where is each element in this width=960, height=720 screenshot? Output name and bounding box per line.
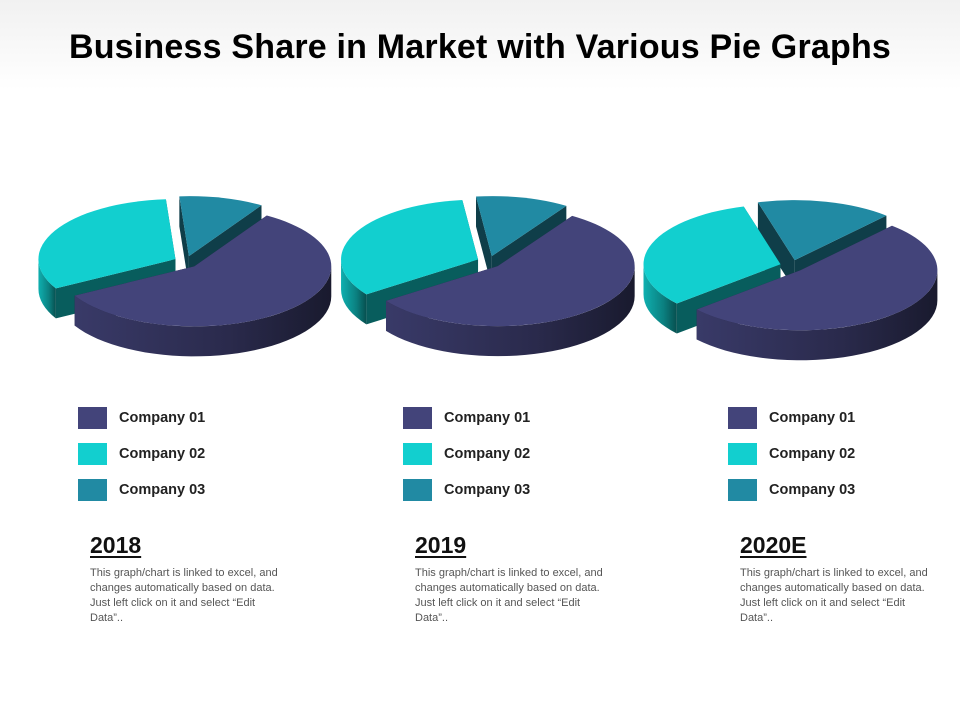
legend-label: Company 01 <box>444 410 531 426</box>
legend-swatch-company-03 <box>728 479 757 501</box>
legend-swatch-company-02 <box>403 443 432 465</box>
legend-swatch-company-02 <box>728 443 757 465</box>
chart-panel-2018: Company 01 Company 02 Company 03 2018 Th… <box>78 400 298 624</box>
legend-item-company-01: Company 01 <box>78 400 298 436</box>
legend-swatch-company-01 <box>403 407 432 429</box>
legend-item-company-01: Company 01 <box>728 400 948 436</box>
legend-label: Company 03 <box>444 482 531 498</box>
legend-item-company-03: Company 03 <box>403 472 623 508</box>
pie-slice-company-01 <box>385 215 635 357</box>
chart-description: This graph/chart is linked to excel, and… <box>90 567 278 624</box>
legend-item-company-02: Company 02 <box>728 436 948 472</box>
legend-label: Company 02 <box>769 446 856 462</box>
legend-label: Company 03 <box>119 482 206 498</box>
legend-item-company-03: Company 03 <box>78 472 298 508</box>
chart-description: This graph/chart is linked to excel, and… <box>415 567 603 624</box>
legend-swatch-company-03 <box>403 479 432 501</box>
legend-label: Company 02 <box>444 446 531 462</box>
chart-panel-2020e: Company 01 Company 02 Company 03 2020E T… <box>728 400 948 624</box>
pie-slice-company-01 <box>74 215 332 357</box>
legend-label: Company 01 <box>119 410 206 426</box>
page-title: Business Share in Market with Various Pi… <box>68 28 892 66</box>
chart-panel-2019: Company 01 Company 02 Company 03 2019 Th… <box>403 400 623 624</box>
chart-description: This graph/chart is linked to excel, and… <box>740 567 928 624</box>
legend-label: Company 03 <box>769 482 856 498</box>
chart-year-title: 2020E <box>740 532 807 558</box>
legend-label: Company 01 <box>769 410 856 426</box>
pie-chart-2019 <box>341 196 635 357</box>
legend-label: Company 02 <box>119 446 206 462</box>
chart-year-title: 2018 <box>90 532 142 558</box>
legend-item-company-02: Company 02 <box>403 436 623 472</box>
legend-swatch-company-01 <box>78 407 107 429</box>
legend-item-company-02: Company 02 <box>78 436 298 472</box>
pie-chart-2018 <box>38 196 332 357</box>
legend-item-company-01: Company 01 <box>403 400 623 436</box>
legend-swatch-company-01 <box>728 407 757 429</box>
chart-year-title: 2019 <box>415 532 467 558</box>
legend-swatch-company-02 <box>78 443 107 465</box>
legend-item-company-03: Company 03 <box>728 472 948 508</box>
pie-slice-company-01 <box>696 225 938 361</box>
pie-chart-2020E <box>643 200 938 361</box>
pie-charts <box>38 196 938 361</box>
legend-swatch-company-03 <box>78 479 107 501</box>
